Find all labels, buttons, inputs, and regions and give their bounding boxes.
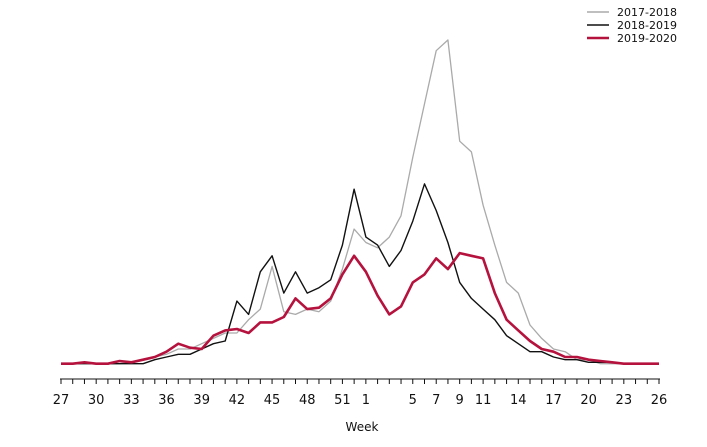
- series-line-2018-2019: [61, 183, 659, 365]
- x-axis-ticks: 27 30 33 36 39 42 45 48 51 1 5 7 9 11 14 17 20 23 26: [53, 379, 668, 408]
- x-tick-label: 45: [264, 393, 281, 408]
- legend-label: 2019-2020: [617, 32, 677, 45]
- x-tick-label: 36: [158, 393, 175, 408]
- x-tick-label: 33: [123, 393, 140, 408]
- legend-label: 2017-2018: [617, 6, 677, 19]
- x-tick-label: 42: [229, 393, 246, 408]
- x-tick-label: 51: [334, 393, 351, 408]
- x-tick-label: 30: [88, 393, 105, 408]
- series-line-2019-2020: [61, 251, 659, 366]
- x-tick-label: 14: [510, 393, 527, 408]
- x-tick-label: 11: [475, 393, 492, 408]
- x-tick-label: 5: [409, 393, 417, 408]
- x-tick-label: 9: [456, 393, 464, 408]
- x-tick-label: 26: [651, 393, 668, 408]
- x-axis-title: Week: [346, 420, 379, 434]
- x-tick-label: 27: [53, 393, 70, 408]
- x-tick-label: 1: [362, 393, 370, 408]
- x-tick-label: 48: [299, 393, 316, 408]
- series-layer: [61, 39, 659, 366]
- x-tick-label: 17: [545, 393, 562, 408]
- x-tick-label: 7: [432, 393, 440, 408]
- x-tick-label: 23: [616, 393, 633, 408]
- x-tick-label: 20: [580, 393, 597, 408]
- legend-label: 2018-2019: [617, 19, 677, 32]
- series-line-2017-2018: [61, 39, 659, 365]
- x-tick-label: 39: [193, 393, 210, 408]
